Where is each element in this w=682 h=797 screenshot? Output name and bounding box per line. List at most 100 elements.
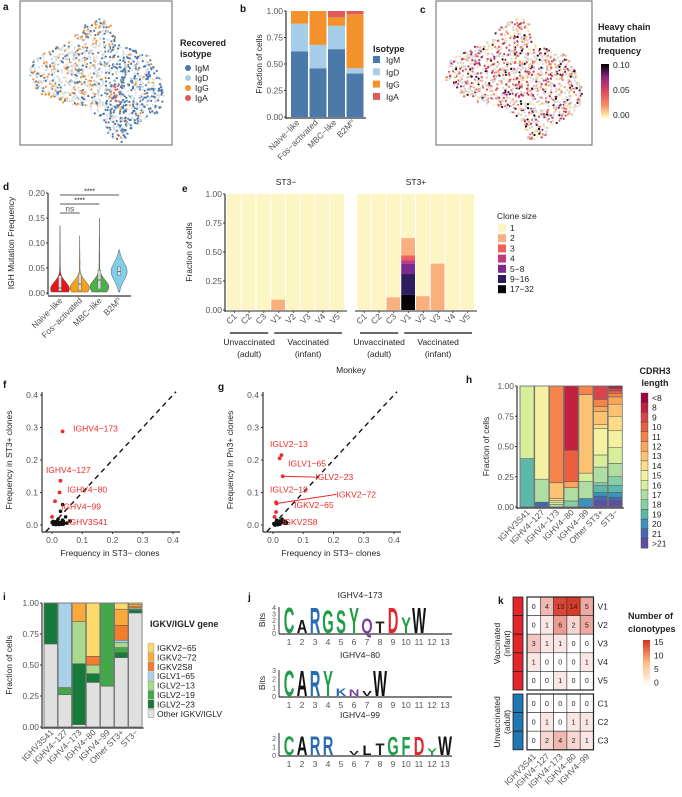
- umap-cell-point: [538, 125, 541, 128]
- umap-cell-point: [506, 78, 509, 81]
- bar-outline: [71, 602, 87, 728]
- umap-cell-point: [105, 26, 108, 29]
- umap-cell-point: [515, 83, 518, 86]
- umap-cell-point: [541, 62, 544, 66]
- bar-segment: [607, 403, 623, 417]
- umap-cell-point: [563, 70, 567, 73]
- umap-cell-point: [527, 107, 530, 110]
- umap-cell-point: [497, 55, 500, 58]
- umap-cell-point: [64, 80, 67, 83]
- umap-cell-point: [84, 64, 87, 67]
- umap-cell-point: [465, 80, 468, 84]
- umap-cell-point: [116, 83, 119, 86]
- umap-cell-point: [100, 85, 103, 88]
- umap-cell-point: [96, 71, 99, 74]
- umap-cell-point: [532, 103, 535, 106]
- umap-cell-point: [45, 65, 48, 68]
- umap-cell-point: [558, 65, 561, 68]
- bar-segment-clone-2: [271, 299, 285, 310]
- umap-cell-point: [558, 104, 561, 107]
- umap-cell-point: [141, 92, 144, 96]
- umap-cell-point: [84, 24, 87, 27]
- umap-cell-point: [542, 123, 545, 126]
- umap-cell-point: [156, 105, 159, 108]
- umap-cell-point: [561, 98, 565, 101]
- panel-label-e: e: [182, 184, 188, 195]
- umap-cell-point: [549, 83, 552, 87]
- umap-cell-point: [476, 72, 479, 75]
- umap-cell-point: [528, 111, 531, 114]
- umap-cell-point: [521, 77, 524, 80]
- umap-cell-point: [514, 100, 517, 103]
- umap-cell-point: [81, 89, 84, 92]
- umap-cell-point: [530, 58, 533, 61]
- umap-cell-point: [79, 52, 82, 56]
- umap-cell-point: [82, 47, 85, 50]
- umap-cell-point: [121, 106, 124, 109]
- position-label: 9: [391, 759, 396, 769]
- umap-cell-point: [517, 32, 520, 36]
- umap-cell-point: [573, 76, 576, 80]
- umap-cell-point: [123, 52, 126, 55]
- umap-cell-point: [524, 128, 527, 131]
- umap-cell-point: [517, 112, 520, 115]
- logo-letter: Y: [401, 614, 411, 639]
- umap-cell-point: [495, 94, 498, 97]
- position-label: 3: [313, 637, 318, 647]
- umap-cell-point: [546, 58, 549, 61]
- bar-segment-clone-3: [401, 255, 415, 261]
- umap-cell-point: [75, 103, 78, 106]
- umap-cell-point: [519, 73, 523, 76]
- umap-cell-point: [460, 76, 463, 79]
- umap-cell-point: [482, 99, 486, 102]
- umap-cell-point: [498, 68, 502, 71]
- umap-cell-point: [509, 101, 512, 104]
- umap-cell-point: [36, 58, 39, 61]
- umap-cell-point: [128, 104, 131, 107]
- umap-cell-point: [545, 102, 548, 105]
- colorbar-segment: [640, 518, 649, 529]
- umap-cell-point: [486, 57, 489, 61]
- umap-cell-point: [113, 91, 116, 94]
- umap-cell-point: [506, 107, 509, 110]
- umap-cell-point: [535, 89, 538, 92]
- umap-cell-point: [141, 106, 144, 109]
- umap-cell-point: [511, 111, 515, 114]
- gene-label: IGHV3S41: [67, 517, 108, 527]
- row-label: V1: [598, 601, 609, 611]
- bar-segment: [593, 492, 608, 497]
- umap-cell-point: [101, 26, 104, 29]
- umap-cell-point: [545, 96, 548, 99]
- umap-cell-point: [105, 87, 108, 90]
- umap-cell-point: [476, 96, 479, 99]
- umap-cell-point: [155, 76, 158, 79]
- colorbar-segment: [640, 392, 649, 403]
- umap-cell-point: [471, 59, 474, 62]
- bar-segment: [86, 673, 101, 683]
- umap-cell-point: [98, 26, 101, 29]
- y-tick-label: 0.25: [205, 276, 222, 286]
- bar-segment: [578, 498, 594, 508]
- umap-cell-point: [66, 91, 70, 94]
- legend-label: 17: [652, 490, 662, 500]
- umap-cell-point: [534, 116, 537, 119]
- umap-cell-point: [116, 70, 119, 73]
- umap-cell-point: [126, 124, 129, 127]
- legend-label: 2: [510, 233, 515, 243]
- legend-label: IgM: [386, 55, 400, 65]
- umap-cell-point: [88, 50, 92, 53]
- legend-swatch-igg: [373, 80, 380, 88]
- umap-cell-point: [558, 114, 561, 117]
- gene-point: [276, 522, 280, 527]
- y-tick-label: 0: [272, 631, 276, 638]
- heatmap-block-frame: [526, 596, 595, 691]
- umap-cell-point: [122, 76, 126, 79]
- y-tick-label: 0.25: [22, 691, 39, 701]
- umap-cell-point: [486, 42, 489, 45]
- umap-cell-point: [93, 29, 96, 32]
- y-tick-label: 0.2: [26, 455, 38, 465]
- umap-cell-point: [147, 71, 151, 74]
- umap-cell-point: [94, 46, 97, 49]
